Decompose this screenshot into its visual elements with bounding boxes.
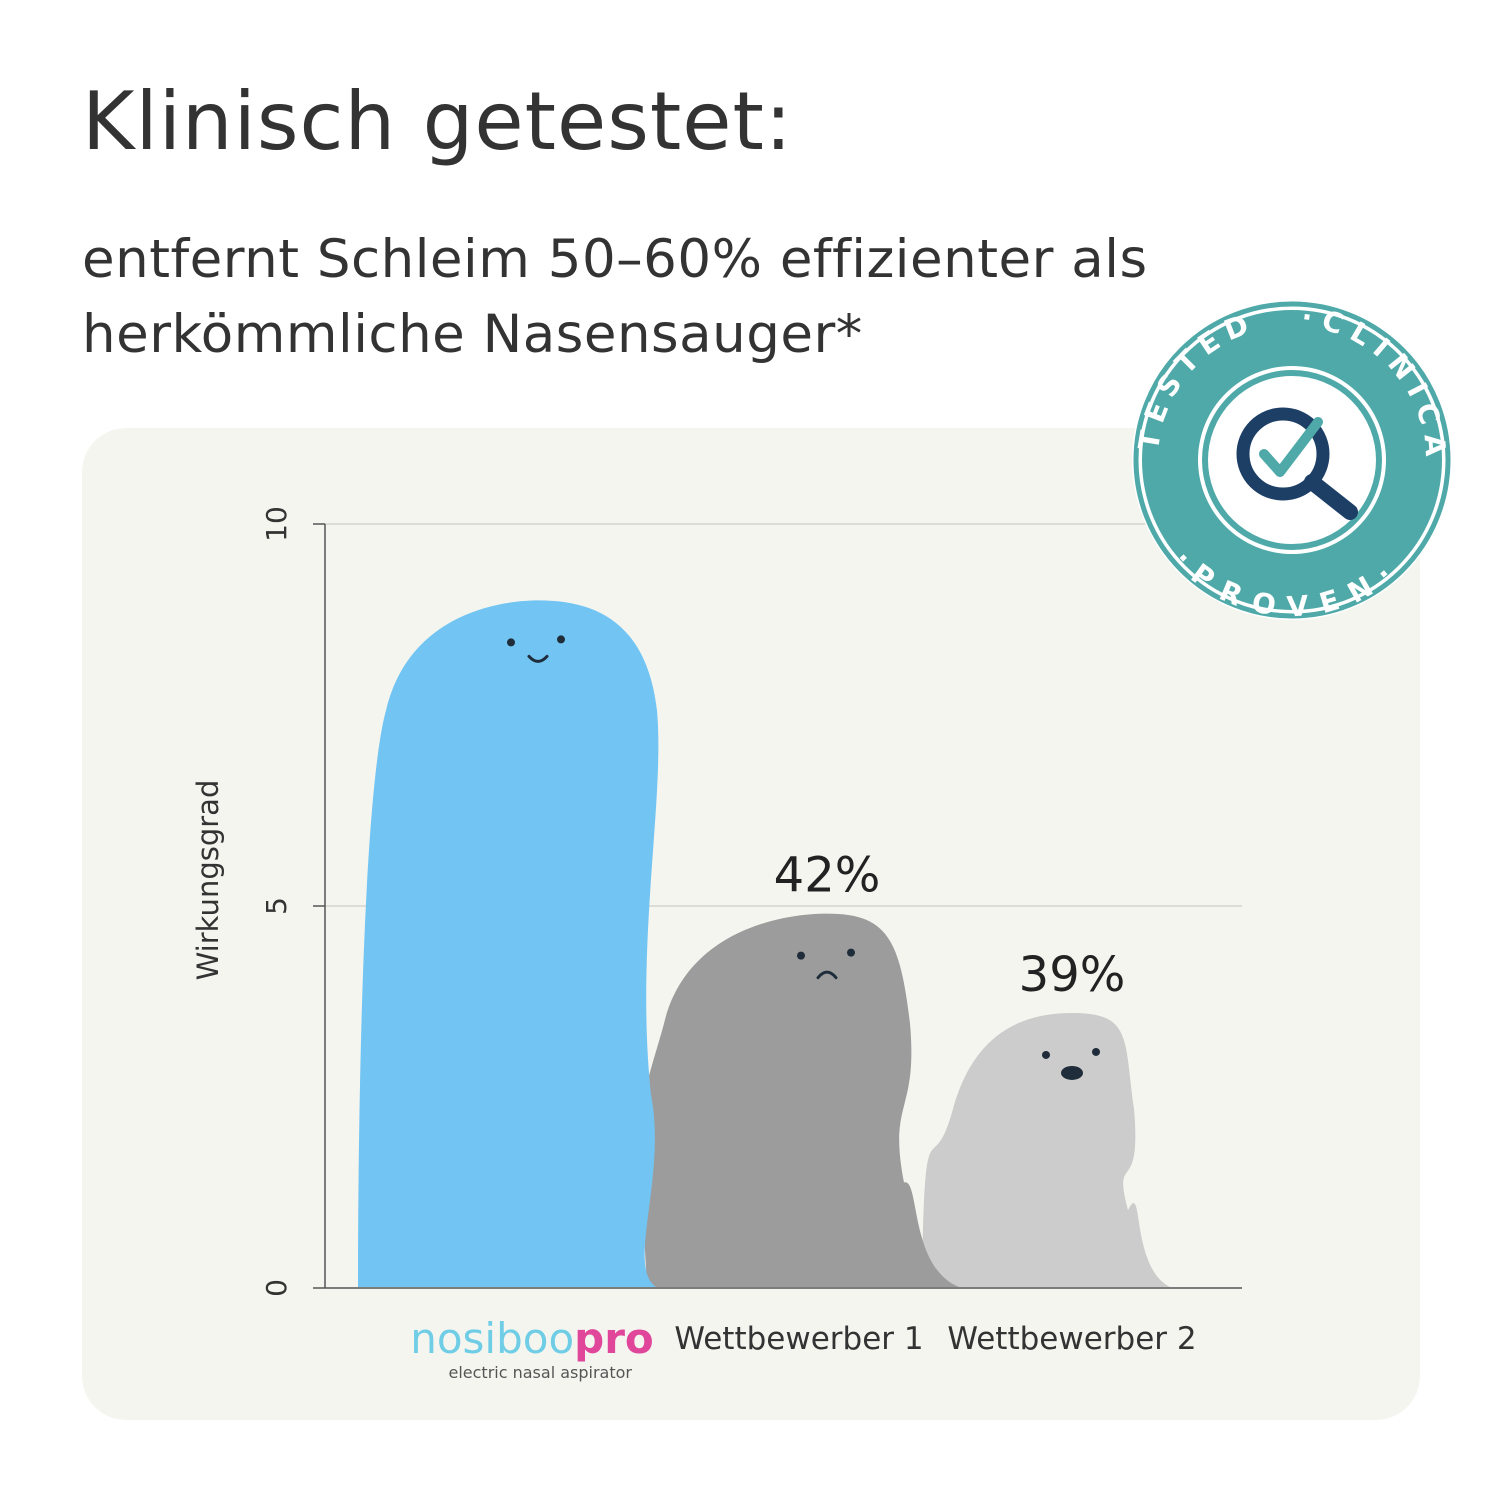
bar-2 (641, 913, 959, 1287)
data-labels: 39% 42% (774, 848, 1126, 1003)
clinically-tested-badge: ·CLINICALLY TESTED ·PROVEN· (1128, 296, 1452, 624)
axes (324, 524, 1242, 1289)
brand-logo: nosiboopro (410, 1314, 654, 1363)
bar-chart: 0 5 10 39% 42% Wirkungsgrad nosibooproelect… (191, 506, 1242, 1382)
y-tick-label: 10 (260, 506, 293, 542)
bar-3 (922, 1012, 1170, 1287)
x-tick-label: Wettbewerber 2 (947, 1321, 1196, 1357)
eye (1042, 1050, 1050, 1059)
eye (1092, 1047, 1100, 1056)
brand-name-light: nosiboo (410, 1314, 574, 1363)
eye (797, 951, 805, 960)
eye (847, 948, 855, 957)
face-surprised-icon (1042, 1047, 1100, 1080)
y-tick-labels: 0 5 10 (260, 506, 293, 1297)
face-happy-icon (507, 635, 565, 663)
mouth (816, 970, 838, 980)
eye (557, 635, 565, 644)
eye (507, 638, 515, 647)
brand-name-bold: pro (574, 1314, 654, 1363)
brand-tagline: electric nasal aspirator (449, 1363, 633, 1382)
chart-card: 0 5 10 39% 42% Wirkungsgrad nosiboopro elect… (82, 428, 1420, 1420)
data-label: 42% (774, 848, 881, 904)
mouth (527, 654, 549, 663)
bar-1 (358, 600, 659, 1287)
y-axis-label: Wirkungsgrad (191, 780, 225, 981)
mouth (1061, 1065, 1083, 1080)
data-label: 39% (1019, 947, 1126, 1003)
y-tick-label: 5 (260, 897, 293, 915)
x-tick-label: Wettbewerber 1 (674, 1321, 923, 1357)
face-sad-icon (797, 948, 855, 980)
subline: entfernt Schleim 50–60% effizienter als … (82, 229, 1148, 365)
bars (358, 600, 1170, 1287)
bar-faces (507, 635, 1100, 1080)
magnifier-check-icon (1236, 407, 1358, 520)
y-tick-label: 0 (260, 1279, 293, 1297)
headline: Klinisch getestet: (82, 75, 793, 168)
